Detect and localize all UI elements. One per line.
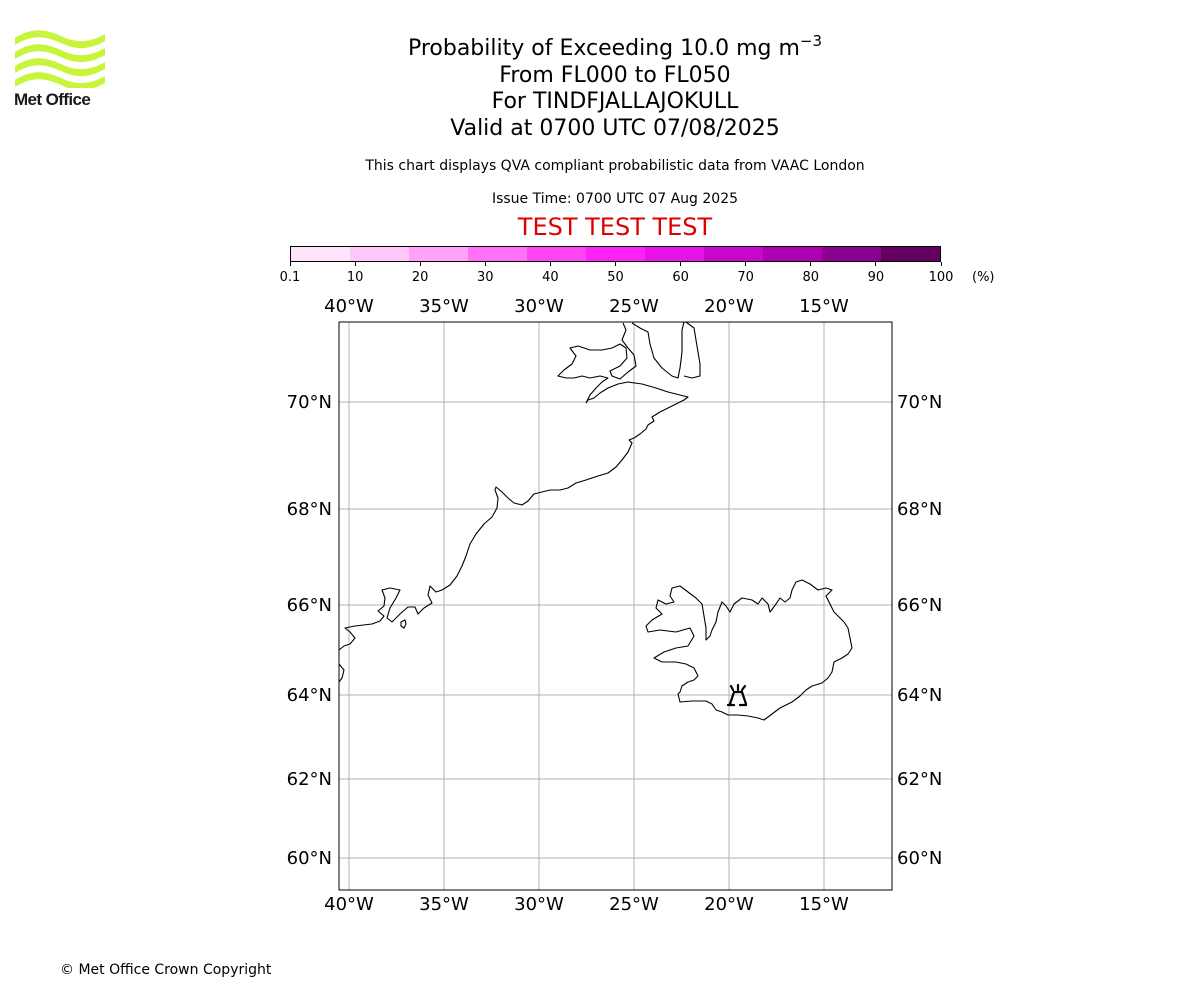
latitude-label-left: 64°N [287, 685, 332, 706]
colorbar-tick [875, 262, 877, 266]
greenland-peninsula-north [557, 321, 701, 404]
latitude-label-left: 66°N [287, 595, 332, 616]
colorbar-tick [680, 262, 682, 266]
latitude-label-right: 64°N [897, 685, 942, 706]
longitude-label-bottom: 25°W [609, 894, 659, 915]
latitude-label-right: 62°N [897, 769, 942, 790]
colorbar-segment [704, 247, 763, 261]
coastlines [338, 321, 853, 721]
latitude-label-right: 60°N [897, 848, 942, 869]
colorbar-tick [745, 262, 747, 266]
colorbar-tick-label: 10 [346, 270, 364, 285]
test-banner: TEST TEST TEST [517, 213, 713, 241]
met-office-logo: Met Office [13, 28, 109, 112]
met-office-wave-icon [15, 30, 105, 91]
longitude-label-top: 20°W [704, 296, 754, 317]
latitude-label-right: 66°N [897, 595, 942, 616]
valid-time: Valid at 0700 UTC 07/08/2025 [450, 116, 780, 141]
logo-wave [15, 44, 105, 63]
colorbar-segment [763, 247, 822, 261]
colorbar-tick-label: 100 [928, 270, 954, 285]
longitude-label-top: 35°W [419, 296, 469, 317]
latitude-label-left: 68°N [287, 499, 332, 520]
probability-colorbar [290, 246, 941, 262]
gridlines [339, 322, 892, 890]
logo-wave [15, 58, 105, 77]
colorbar-tick-label: 80 [802, 270, 820, 285]
latitude-label-left: 60°N [287, 848, 332, 869]
volcano-icon [726, 683, 748, 707]
colorbar-tick-label: 70 [737, 270, 754, 285]
latitude-label-right: 68°N [897, 499, 942, 520]
colorbar-tick-label: 90 [867, 270, 885, 285]
colorbar-unit: (%) [972, 270, 995, 285]
longitude-label-top: 40°W [324, 296, 374, 317]
longitude-label-bottom: 15°W [799, 894, 849, 915]
longitude-label-bottom: 20°W [704, 894, 754, 915]
longitude-label-top: 30°W [514, 296, 564, 317]
longitude-label-top: 15°W [799, 296, 849, 317]
iceland-coastline [645, 579, 853, 721]
colorbar-tick [354, 262, 356, 266]
chart-title: Probability of Exceeding 10.0 mg m−3 [0, 28, 1200, 62]
greenland-island-small [400, 619, 407, 629]
colorbar-tick-label: 60 [672, 270, 689, 285]
colorbar-segment [586, 247, 645, 261]
colorbar-tick-label: 30 [477, 270, 494, 285]
colorbar-segment [645, 247, 704, 261]
colorbar-tick [615, 262, 616, 266]
colorbar-tick-label: 0.1 [279, 270, 301, 285]
colorbar-segment [527, 247, 586, 261]
issue-time: Issue Time: 0700 UTC 07 Aug 2025 [491, 191, 739, 207]
logo-wave [15, 72, 105, 91]
map-frame [338, 321, 893, 891]
colorbar-segment [468, 247, 527, 261]
colorbar-tick [419, 262, 421, 266]
colorbar-segment [350, 247, 409, 261]
level-range: From FL000 to FL050 [499, 63, 731, 88]
latitude-label-left: 70°N [287, 392, 332, 413]
volcano-line: For TINDFJALLAJOKULL [491, 89, 739, 114]
colorbar-segment [881, 247, 940, 261]
colorbar-tick-label: 20 [411, 270, 429, 285]
colorbar-segment [291, 247, 350, 261]
colorbar-segment [409, 247, 468, 261]
longitude-label-bottom: 35°W [419, 894, 469, 915]
chart-title-text: Probability of Exceeding 10.0 mg m [407, 36, 800, 61]
colorbar-tick [810, 262, 812, 266]
axis-labels: 40°W 40°W 35°W 35°W 30°W 30°W 25°W 25°W 20°W 20°W… [287, 296, 943, 915]
description: This chart displays QVA compliant probab… [365, 158, 865, 174]
chart-title-superscript: −3 [799, 32, 823, 50]
longitude-label-bottom: 40°W [324, 894, 374, 915]
colorbar-tick [289, 262, 291, 266]
colorbar-tick [549, 262, 551, 266]
colorbar-tick [940, 262, 942, 266]
logo-wave [15, 30, 105, 49]
latitude-label-left: 62°N [287, 769, 332, 790]
copyright-notice: © Met Office Crown Copyright [60, 962, 272, 978]
longitude-label-top: 25°W [609, 296, 659, 317]
colorbar-tick-label: 50 [607, 270, 624, 285]
colorbar-tick-label: 40 [542, 270, 559, 285]
greenland-coastline [338, 381, 689, 651]
colorbar-tick [484, 262, 486, 266]
greenland-coastline-tip [338, 663, 345, 683]
logo-text: Met Office [14, 90, 91, 109]
latitude-label-right: 70°N [897, 392, 942, 413]
longitude-label-bottom: 30°W [514, 894, 564, 915]
colorbar-segment [822, 247, 881, 261]
